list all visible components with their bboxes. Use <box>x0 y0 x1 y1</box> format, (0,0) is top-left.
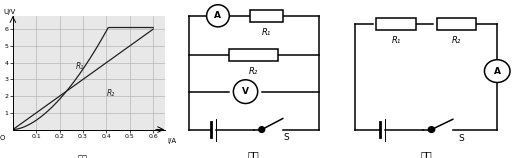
Circle shape <box>233 80 258 103</box>
Text: R₁: R₁ <box>76 62 84 71</box>
Text: V: V <box>242 87 249 96</box>
Text: R₂: R₂ <box>452 36 461 45</box>
Text: R₁: R₁ <box>391 36 401 45</box>
Text: 图乙: 图乙 <box>248 150 260 158</box>
FancyBboxPatch shape <box>250 10 283 22</box>
Text: R₂: R₂ <box>249 67 258 76</box>
FancyBboxPatch shape <box>376 18 416 30</box>
Circle shape <box>428 127 435 132</box>
Text: R₁: R₁ <box>262 28 271 37</box>
Text: I/A: I/A <box>167 138 176 144</box>
Text: 图甲: 图甲 <box>78 155 88 158</box>
FancyBboxPatch shape <box>437 18 476 30</box>
Circle shape <box>207 5 229 27</box>
Circle shape <box>485 60 510 82</box>
Text: 图丙: 图丙 <box>420 150 432 158</box>
Text: S: S <box>459 134 465 143</box>
Text: S: S <box>283 133 289 142</box>
Circle shape <box>259 127 265 132</box>
Text: O: O <box>0 135 5 141</box>
FancyBboxPatch shape <box>229 49 278 61</box>
Text: U/V: U/V <box>4 9 16 15</box>
Text: A: A <box>214 11 221 20</box>
Text: R₂: R₂ <box>107 89 115 98</box>
Text: A: A <box>494 67 501 76</box>
